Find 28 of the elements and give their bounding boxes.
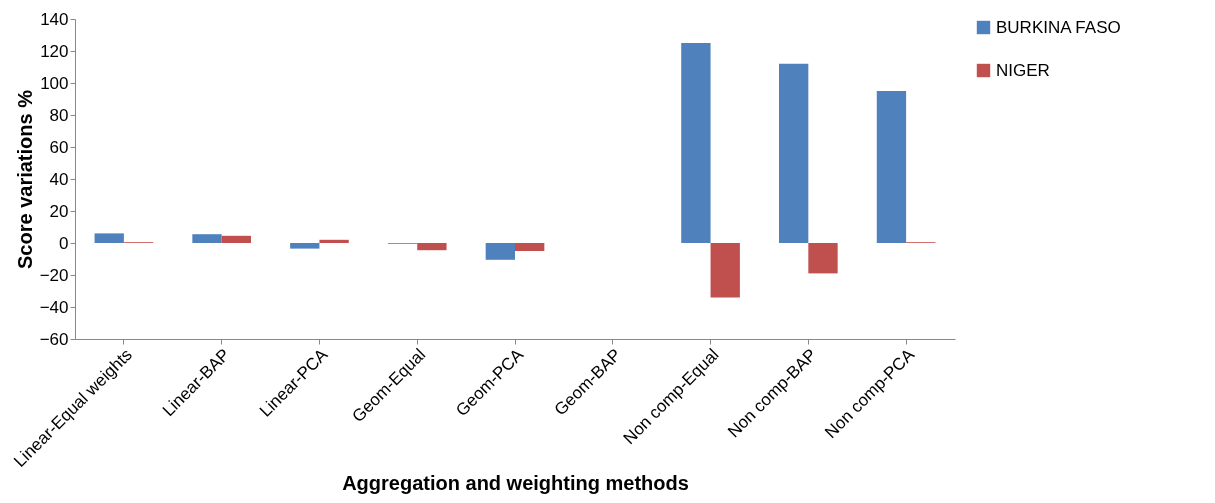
bar	[417, 243, 447, 251]
y-tick-label: 120	[40, 41, 69, 61]
bar	[485, 243, 515, 260]
legend-label: BURKINA FASO	[996, 17, 1121, 37]
bar	[94, 233, 124, 243]
y-tick-label: 80	[49, 105, 69, 125]
bar	[681, 43, 711, 243]
x-axis-title: Aggregation and weighting methods	[342, 472, 689, 495]
y-tick-label: 60	[49, 137, 69, 157]
bar	[192, 234, 222, 243]
bar	[515, 243, 545, 251]
y-axis-title: Score variations %	[13, 89, 36, 269]
bar	[808, 243, 838, 274]
y-tick-label: 100	[40, 73, 69, 93]
y-tick-label: 140	[40, 9, 69, 29]
bar	[319, 239, 349, 243]
y-tick-label: −20	[39, 265, 69, 285]
y-tick-label: 0	[59, 233, 69, 253]
bar	[779, 63, 809, 243]
y-tick-label: −60	[39, 329, 69, 349]
y-tick-label: 40	[49, 169, 69, 189]
bar	[876, 91, 907, 243]
y-tick-label: −40	[39, 297, 69, 317]
legend-label: NIGER	[996, 60, 1050, 80]
bar	[221, 235, 251, 243]
y-tick-label: 20	[49, 201, 69, 221]
bar	[710, 243, 740, 298]
bar	[290, 243, 320, 249]
